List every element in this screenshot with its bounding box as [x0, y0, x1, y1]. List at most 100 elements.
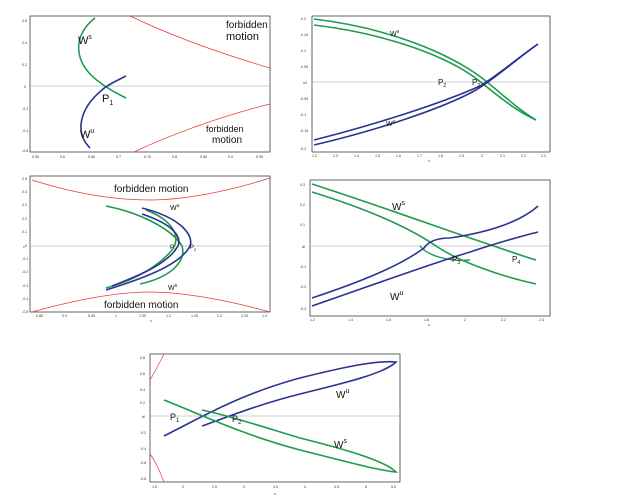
y-axis-label: v [23, 245, 25, 249]
x-axis-label: x [428, 323, 430, 327]
y-tick: -0.2 [22, 270, 28, 274]
forbidden-top-label: forbidden motion [114, 184, 189, 195]
x-tick: 2.1 [500, 154, 505, 158]
panel-c: forbidden motion forbidden motion Wu Ws … [22, 170, 277, 323]
x-tick: 5.5 [391, 485, 396, 489]
x-tick: 1.05 [139, 314, 146, 318]
x-tick: 0.95 [256, 155, 263, 159]
x-tick: 3 [243, 485, 245, 489]
y-tick: -0.2 [300, 285, 306, 289]
panel-c-plot: forbidden motion forbidden motion Wu Ws … [22, 175, 271, 323]
stable-manifold-curve [419, 245, 471, 262]
y-tick: -0.1 [300, 113, 306, 117]
y-tick: 0.2 [301, 17, 306, 21]
panel-a-plot: Ws Wu P1 forbidden motion forbidden moti… [22, 15, 271, 159]
y-ticks: 0.6 0.4 0.2 0 -0.2 -0.4 -0.6 [22, 19, 28, 153]
y-tick: 0.8 [140, 356, 145, 360]
y-axis-label: v [302, 245, 304, 249]
y-tick: 0.4 [22, 41, 27, 45]
stable-manifold-curve [77, 17, 127, 99]
x-tick: 1.9 [459, 154, 464, 158]
y-tick: -0.1 [300, 265, 306, 269]
x-tick: 4 [304, 485, 306, 489]
panel-a: Ws Wu P1 forbidden motion forbidden moti… [22, 10, 277, 160]
x-ticks: 1.5 2 2.5 3 3.5 4 4.5 5 5.5 [152, 485, 396, 489]
x-tick: 1.3 [333, 154, 338, 158]
y-tick: 0.3 [22, 203, 27, 207]
y-tick: 0.2 [300, 203, 305, 207]
wu-label: Wu [390, 290, 403, 303]
x-tick: 1.5 [375, 154, 380, 158]
panel-e: Wu Ws P1 P2 v x 1.5 2 2.5 3 3.5 4 4.5 5 … [140, 350, 410, 496]
unstable-manifold-curve [163, 360, 398, 437]
y-tick: 0.15 [301, 33, 308, 37]
y-tick: -0.6 [22, 149, 28, 153]
forbidden-boundary-top [31, 177, 271, 201]
x-tick: 1.2 [217, 314, 222, 318]
y-tick: 0.2 [22, 217, 27, 221]
unstable-manifold-curve [80, 75, 127, 149]
y-tick: 0.2 [140, 401, 145, 405]
x-tick: 0.55 [32, 155, 39, 159]
x-ticks: 0.85 0.9 0.95 1 1.05 1.1 1.15 1.2 1.25 1… [36, 314, 267, 318]
unstable-manifold-curve [311, 231, 539, 307]
unstable-manifold-curve [313, 43, 539, 141]
plot-frame [29, 15, 271, 153]
p3-label: P3 [472, 78, 480, 89]
ws-label: Ws [390, 29, 400, 38]
y-tick: -0.8 [140, 477, 146, 481]
y-tick: -0.4 [140, 447, 146, 451]
unstable-manifold-curve [311, 205, 539, 299]
panel-b-plot: Ws Wu P2 P3 v x 1.2 1.3 1.4 1.5 1.6 1.7 … [300, 15, 551, 163]
x-tick: 1.15 [191, 314, 198, 318]
y-tick: -0.3 [22, 284, 28, 288]
y-tick: 0.6 [140, 372, 145, 376]
y-tick: -0.2 [140, 431, 146, 435]
x-tick: 0.65 [88, 155, 95, 159]
x-ticks: 1.2 1.3 1.4 1.5 1.6 1.7 1.8 1.9 2 2.1 2.… [312, 154, 546, 158]
y-tick: 0.6 [22, 19, 27, 23]
x-tick: 1.2 [310, 318, 315, 322]
forbidden-boundary-bottom [149, 453, 165, 483]
x-tick: 2.5 [212, 485, 217, 489]
stable-manifold-curve [105, 209, 177, 289]
forbidden-boundary-bottom [31, 291, 271, 313]
y-tick: 0.2 [22, 63, 27, 67]
y-tick: 0.4 [22, 190, 27, 194]
stable-manifold-curve [313, 24, 537, 121]
x-tick: 1.2 [312, 154, 317, 158]
plot-frame [29, 175, 271, 313]
p4-label: P4 [512, 255, 520, 266]
x-tick: 2 [481, 154, 483, 158]
stable-manifold-curve [105, 205, 184, 285]
x-tick: 2.3 [541, 154, 546, 158]
y-tick: 0 [303, 245, 305, 249]
wu-label: Wu [336, 388, 349, 401]
plot-frame [311, 15, 551, 153]
x-tick: 1.4 [348, 318, 353, 322]
y-tick: 0 [25, 244, 27, 248]
x-tick: 1.4 [354, 154, 359, 158]
p2-label: P2 [232, 414, 242, 426]
x-axis-label: x [274, 492, 276, 496]
ws-label: Ws [334, 438, 347, 451]
stable-manifold-curve [311, 191, 537, 285]
panel-b: Ws Wu P2 P3 v x 1.2 1.3 1.4 1.5 1.6 1.7 … [300, 12, 555, 163]
y-tick: 0 [305, 81, 307, 85]
forbidden-bottom-label: forbidden motion [104, 300, 179, 311]
wu-label: Wu [80, 128, 94, 141]
y-tick: 0.05 [301, 65, 308, 69]
p1-label: P1 [170, 412, 180, 424]
forbidden-boundary-top [149, 353, 165, 381]
y-tick: -0.3 [300, 307, 306, 311]
y-ticks: 0.3 0.2 0.1 0 -0.1 -0.2 -0.3 [300, 183, 306, 311]
y-tick: 0 [24, 85, 26, 89]
forbidden-boundary-top [129, 15, 271, 69]
forbidden-bottom-label-2: motion [212, 135, 242, 146]
x-tick: 2.2 [501, 318, 506, 322]
x-tick: 5 [365, 485, 367, 489]
panel-d-plot: Ws Wu P3 P4 v x 1.2 1.4 1.6 1.8 2 2.2 2.… [300, 179, 551, 327]
y-axis-label: v [303, 81, 305, 85]
x-tick: 0.95 [88, 314, 95, 318]
y-axis-label: v [142, 415, 144, 419]
